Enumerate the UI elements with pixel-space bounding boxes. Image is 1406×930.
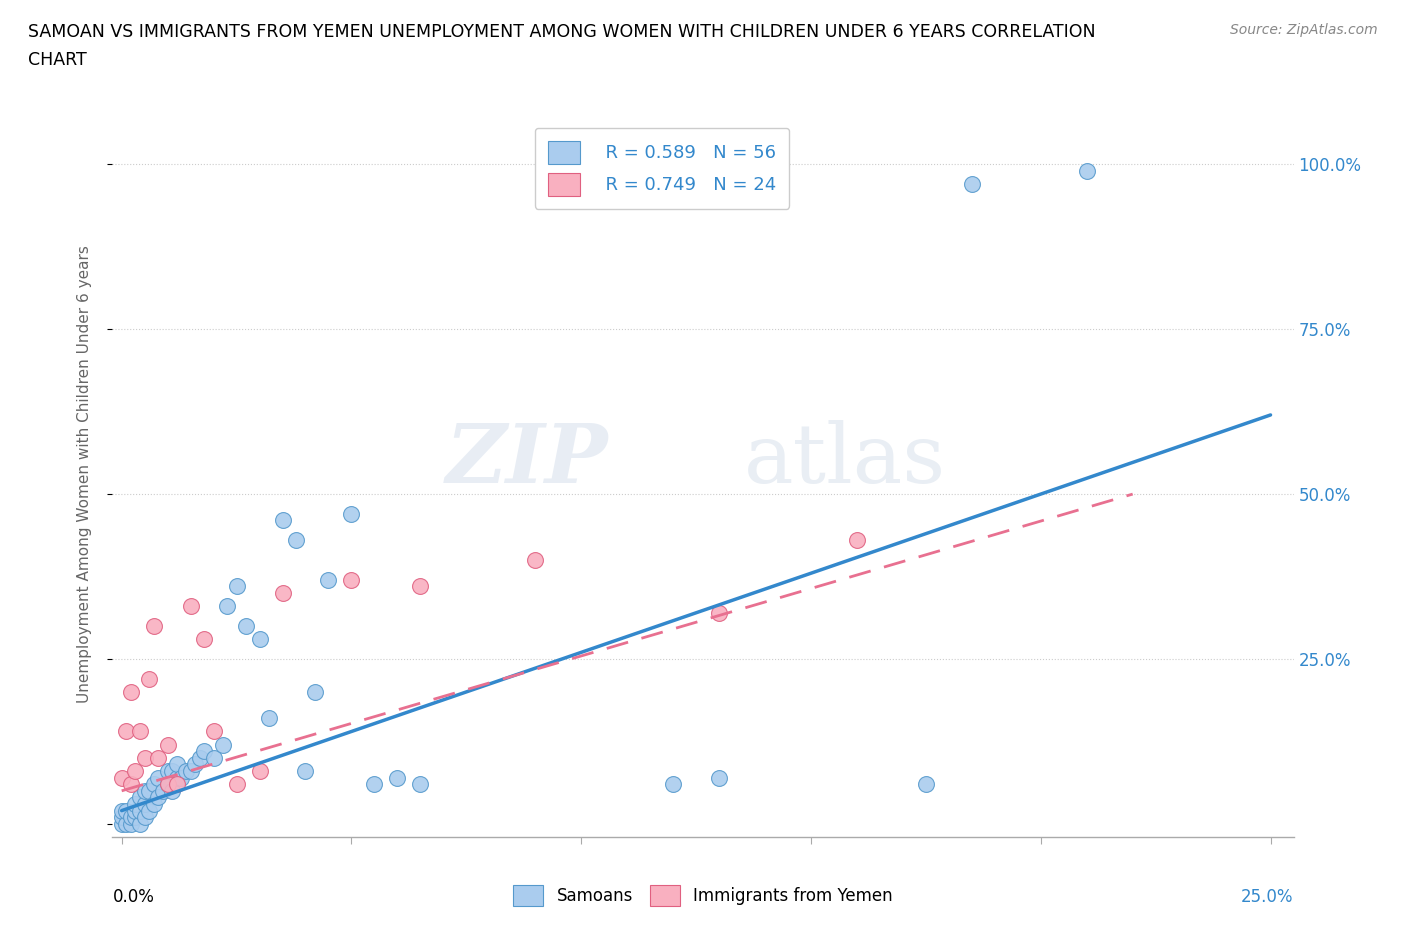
Point <box>115 817 138 831</box>
Legend:   R = 0.589   N = 56,   R = 0.749   N = 24: R = 0.589 N = 56, R = 0.749 N = 24 <box>534 128 789 208</box>
Point <box>111 810 134 825</box>
Point <box>129 817 152 831</box>
Point <box>142 618 165 633</box>
Point <box>1076 164 1098 179</box>
Point <box>148 790 170 804</box>
Point <box>166 770 188 785</box>
Text: ZIP: ZIP <box>446 419 609 499</box>
Point <box>160 783 183 798</box>
Point <box>148 770 170 785</box>
Point <box>188 751 211 765</box>
Point <box>707 770 730 785</box>
Point <box>363 777 385 791</box>
Point <box>318 572 340 587</box>
Point <box>148 751 170 765</box>
Point <box>124 764 146 778</box>
Point <box>120 777 142 791</box>
Point <box>111 817 134 831</box>
Point <box>524 552 547 567</box>
Point <box>915 777 938 791</box>
Point <box>120 684 142 699</box>
Point <box>166 777 188 791</box>
Point <box>142 777 165 791</box>
Point <box>409 579 432 594</box>
Point <box>285 533 308 548</box>
Text: CHART: CHART <box>28 51 87 69</box>
Point <box>166 757 188 772</box>
Point <box>193 744 215 759</box>
Point <box>120 810 142 825</box>
Point <box>184 757 207 772</box>
Text: 25.0%: 25.0% <box>1241 888 1294 906</box>
Point <box>304 684 326 699</box>
Point <box>249 631 271 646</box>
Text: 0.0%: 0.0% <box>112 888 155 906</box>
Point <box>156 777 179 791</box>
Point <box>134 797 156 812</box>
Point <box>142 797 165 812</box>
Point <box>249 764 271 778</box>
Point <box>124 797 146 812</box>
Legend: Samoans, Immigrants from Yemen: Samoans, Immigrants from Yemen <box>506 879 900 912</box>
Point <box>340 572 363 587</box>
Point <box>152 783 174 798</box>
Point <box>134 751 156 765</box>
Text: Source: ZipAtlas.com: Source: ZipAtlas.com <box>1230 23 1378 37</box>
Point <box>134 810 156 825</box>
Point <box>387 770 409 785</box>
Point <box>129 724 152 739</box>
Point <box>340 507 363 522</box>
Point <box>707 605 730 620</box>
Point <box>174 764 197 778</box>
Y-axis label: Unemployment Among Women with Children Under 6 years: Unemployment Among Women with Children U… <box>77 246 91 703</box>
Point <box>225 777 247 791</box>
Point <box>129 804 152 818</box>
Point <box>225 579 247 594</box>
Text: SAMOAN VS IMMIGRANTS FROM YEMEN UNEMPLOYMENT AMONG WOMEN WITH CHILDREN UNDER 6 Y: SAMOAN VS IMMIGRANTS FROM YEMEN UNEMPLOY… <box>28 23 1095 41</box>
Point <box>115 724 138 739</box>
Point <box>202 751 225 765</box>
Point <box>129 790 152 804</box>
Point <box>960 177 983 192</box>
Point <box>156 737 179 752</box>
Point <box>271 586 294 601</box>
Point <box>409 777 432 791</box>
Point <box>257 711 280 725</box>
Point <box>170 770 193 785</box>
Point <box>160 764 183 778</box>
Point <box>193 631 215 646</box>
Point <box>180 599 202 614</box>
Point <box>845 533 868 548</box>
Point <box>138 804 160 818</box>
Point <box>180 764 202 778</box>
Point <box>294 764 316 778</box>
Point <box>124 810 146 825</box>
Point <box>217 599 239 614</box>
Point <box>156 764 179 778</box>
Point <box>202 724 225 739</box>
Text: atlas: atlas <box>744 419 946 499</box>
Point <box>662 777 685 791</box>
Point <box>138 783 160 798</box>
Point <box>156 777 179 791</box>
Point <box>235 618 257 633</box>
Point <box>115 804 138 818</box>
Point <box>120 817 142 831</box>
Point <box>124 804 146 818</box>
Point <box>111 804 134 818</box>
Point <box>134 783 156 798</box>
Point <box>111 770 134 785</box>
Point <box>138 671 160 686</box>
Point <box>211 737 233 752</box>
Point <box>271 513 294 528</box>
